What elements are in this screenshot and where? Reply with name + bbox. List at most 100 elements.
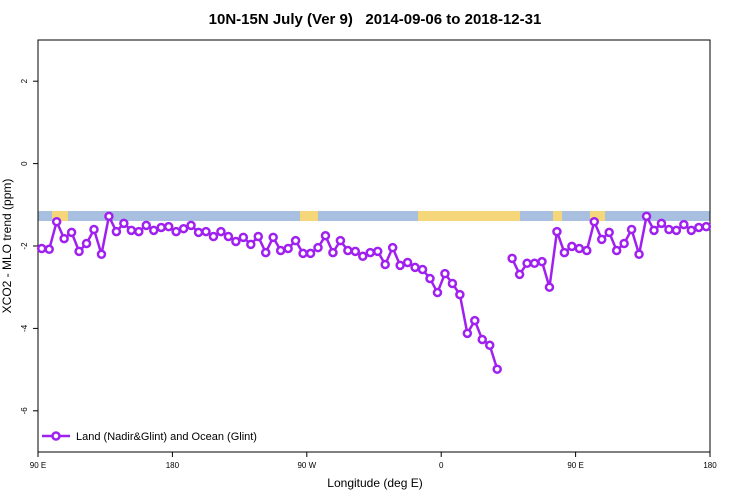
data-point [522, 258, 532, 269]
data-point [81, 238, 92, 249]
data-point [634, 249, 644, 259]
data-point [559, 247, 570, 258]
data-point [74, 246, 84, 257]
data-point [417, 264, 428, 275]
data-point [66, 227, 77, 238]
data-point [552, 226, 562, 237]
data-point [604, 227, 614, 238]
x-tick-label: 180 [703, 461, 717, 470]
data-point [619, 238, 629, 249]
data-point [343, 245, 353, 256]
data-point [313, 242, 323, 253]
data-point [246, 239, 256, 250]
data-point [253, 231, 264, 242]
data-point [507, 253, 517, 264]
data-point [641, 211, 652, 222]
data-point [686, 225, 697, 236]
data-point [156, 222, 166, 233]
data-point [186, 220, 196, 231]
x-tick-label: 90 E [567, 461, 583, 470]
data-point [178, 223, 189, 234]
data-point [328, 247, 338, 258]
land-patch [590, 211, 605, 221]
data-point [59, 233, 69, 244]
data-point [462, 328, 473, 339]
data-point [649, 225, 659, 236]
data-point [432, 287, 443, 298]
data-point [694, 222, 704, 233]
data-point [283, 243, 293, 254]
data-point [148, 225, 159, 236]
x-tick-label: 90 E [30, 461, 46, 470]
legend-marker [51, 431, 61, 441]
data-point [238, 232, 249, 243]
data-point [656, 218, 667, 229]
data-point [208, 231, 219, 242]
data-point [701, 221, 712, 232]
land-patch [300, 211, 318, 221]
y-tick-label: 2 [20, 78, 29, 83]
data-point [268, 232, 278, 243]
data-point [626, 224, 637, 235]
data-point [425, 273, 435, 284]
land-patch [418, 211, 520, 221]
data-point [484, 340, 495, 351]
data-point [216, 226, 226, 237]
y-axis-label: XCO2 - MLO trend (ppm) [0, 179, 14, 314]
y-tick-label: -6 [20, 407, 29, 415]
data-point [44, 244, 54, 255]
data-point [365, 247, 376, 258]
data-point [447, 278, 458, 289]
data-point [679, 219, 689, 230]
data-point [335, 235, 346, 246]
data-point [492, 364, 502, 374]
y-tick-label: -2 [20, 242, 29, 250]
data-point [567, 241, 577, 252]
data-point [231, 236, 241, 247]
ocean-strip [38, 211, 710, 221]
data-point [111, 226, 122, 237]
map-strip [38, 211, 710, 221]
data-point [171, 226, 181, 237]
data-point [358, 251, 368, 262]
data-point [514, 269, 525, 280]
data-point [305, 248, 316, 259]
data-point [290, 235, 301, 246]
data-point [582, 245, 592, 256]
data-point [320, 230, 331, 241]
data-point [470, 315, 480, 326]
data-point [126, 225, 137, 236]
data-point [193, 227, 204, 238]
data-line [41, 212, 707, 370]
data-point [395, 260, 405, 271]
data-point [51, 216, 62, 227]
data-point [223, 231, 234, 242]
data-point [141, 220, 152, 231]
x-tick-label: 180 [166, 461, 180, 470]
data-point [440, 268, 450, 279]
data-point [671, 225, 682, 236]
data-point [163, 221, 174, 232]
data-point [260, 247, 271, 258]
plot-frame [37, 39, 711, 453]
chart-title: 10N-15N July (Ver 9) 2014-09-06 to 2018-… [209, 11, 542, 28]
data-point [477, 334, 488, 345]
data-point [119, 218, 129, 229]
x-tick-label: 0 [439, 461, 444, 470]
data-point [89, 224, 99, 235]
data-point [544, 282, 555, 292]
data-point [596, 234, 607, 245]
data-point [537, 256, 547, 267]
data-point [36, 243, 47, 254]
data-point [589, 216, 600, 227]
legend-label: Land (Nadir&Glint) and Ocean (Glint) [76, 431, 257, 443]
data-point [96, 249, 107, 259]
land-patch [52, 211, 68, 221]
data-point [298, 248, 308, 259]
data-point [380, 259, 390, 270]
data-point [104, 211, 114, 222]
legend: Land (Nadir&Glint) and Ocean (Glint) [42, 431, 257, 443]
data-point [387, 242, 398, 253]
data-point [275, 245, 286, 256]
